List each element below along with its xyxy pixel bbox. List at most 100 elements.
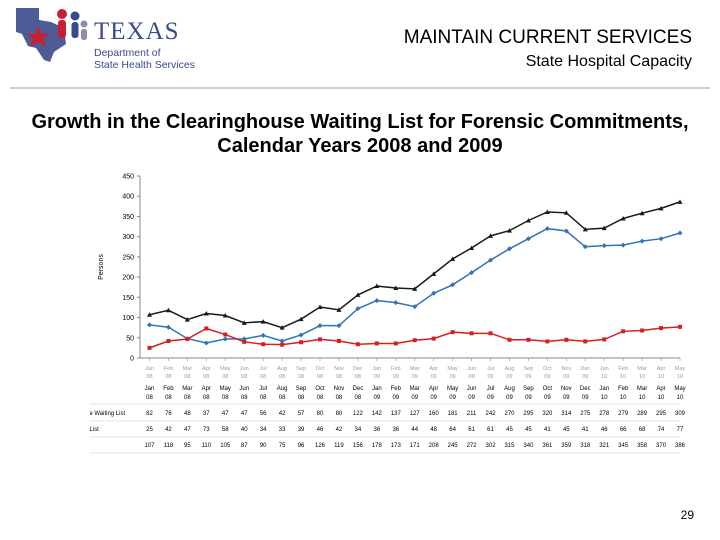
table-header-year: 09 <box>411 395 418 401</box>
x-tick-label-year: 08 <box>336 374 342 380</box>
table-header-year: 08 <box>146 395 153 401</box>
table-header-month: Feb <box>163 386 174 392</box>
data-point <box>299 340 304 345</box>
data-point <box>317 323 323 329</box>
table-cell: 34 <box>260 427 267 433</box>
table-cell: 119 <box>334 443 344 449</box>
data-point <box>280 342 285 347</box>
x-tick-label-month: Feb <box>164 366 173 372</box>
data-point <box>431 336 436 341</box>
table-cell: 80 <box>317 411 324 417</box>
table-cell: 76 <box>165 411 172 417</box>
table-cell: 44 <box>411 427 418 433</box>
x-tick-label-year: 10 <box>620 374 626 380</box>
y-tick-label: 300 <box>122 234 134 241</box>
table-header-month: Nov <box>334 386 345 392</box>
table-cell: 56 <box>260 411 267 417</box>
table-cell: 46 <box>317 427 324 433</box>
line-chart: Persons 0 50 100 150 200 250 300 350 400 450 Jan 08 F… <box>90 174 686 454</box>
data-point <box>393 285 399 291</box>
data-point <box>412 338 417 343</box>
table-header-month: Oct <box>543 386 553 392</box>
table-cell: 39 <box>298 427 305 433</box>
data-point <box>564 337 569 342</box>
table-cell: 295 <box>523 411 534 417</box>
page-number: 29 <box>680 508 694 522</box>
header-subtitle: State Hospital Capacity <box>525 53 692 70</box>
table-cell: 309 <box>675 411 686 417</box>
data-point <box>412 286 418 291</box>
data-point <box>279 338 285 344</box>
data-point <box>639 238 645 244</box>
data-point <box>393 341 398 346</box>
y-tick-label: 250 <box>122 254 134 261</box>
logo-services-line: State Health Services <box>94 59 195 71</box>
x-tick-label-month: Mar <box>637 366 647 372</box>
table-cell: 61 <box>487 427 494 433</box>
x-tick-label-month: Feb <box>391 366 400 372</box>
x-tick-label-year: 09 <box>544 374 550 380</box>
data-point <box>260 332 266 338</box>
data-point <box>602 337 607 342</box>
table-cell: 64 <box>449 427 456 433</box>
table-header-month: Mar <box>410 386 420 392</box>
table-cell: 126 <box>315 443 326 449</box>
table-cell: 33 <box>279 427 286 433</box>
data-point <box>165 324 171 330</box>
table-cell: 74 <box>658 427 665 433</box>
table-cell: 61 <box>468 427 475 433</box>
x-tick-label-month: Dec <box>353 366 363 372</box>
table-cell: 173 <box>391 443 402 449</box>
data-point <box>488 233 494 238</box>
table-cell: 340 <box>523 443 534 449</box>
table-cell: 278 <box>599 411 610 417</box>
data-point <box>393 300 399 306</box>
data-point <box>146 322 152 328</box>
data-point <box>488 257 494 263</box>
data-point <box>318 337 322 342</box>
data-point <box>469 245 475 250</box>
x-tick-label-year: 10 <box>639 374 645 380</box>
table-cell: 42 <box>336 427 343 433</box>
table-cell: 279 <box>618 411 629 417</box>
data-point <box>620 242 626 248</box>
x-tick-label-year: 08 <box>260 374 266 380</box>
x-tick-label-year: 09 <box>506 374 512 380</box>
x-tick-label-month: Jan <box>372 366 381 372</box>
data-point <box>317 304 323 310</box>
data-point <box>582 244 588 250</box>
table-cell: 68 <box>639 427 646 433</box>
y-tick-label: 0 <box>130 356 134 363</box>
x-tick-label-month: May <box>675 366 686 372</box>
table-cell: 80 <box>336 411 343 417</box>
data-point <box>374 298 380 304</box>
table-header-year: 08 <box>222 395 229 401</box>
table-header-month: Jul <box>259 386 267 392</box>
x-tick-label-month: Apr <box>202 366 211 372</box>
x-tick-label-year: 10 <box>601 374 607 380</box>
table-cell: 90 <box>260 443 267 449</box>
table-cell: 105 <box>220 443 231 449</box>
series-line-1 <box>149 227 681 344</box>
table-cell: 58 <box>222 427 229 433</box>
data-point <box>355 292 361 297</box>
data-point <box>204 326 209 331</box>
table-header-year: 09 <box>506 395 513 401</box>
table-header-month: Sep <box>296 386 307 392</box>
x-tick-label-month: Mar <box>410 366 420 372</box>
table-header-month: Aug <box>277 386 288 392</box>
table-cell: 42 <box>279 411 286 417</box>
table-cell: 345 <box>618 443 629 449</box>
x-tick-label-month: Dec <box>580 366 590 372</box>
x-tick-label-month: Jan <box>600 366 609 372</box>
table-cell: 36 <box>373 427 380 433</box>
x-tick-label-year: 08 <box>165 374 171 380</box>
table-header-year: 08 <box>298 395 305 401</box>
table-cell: 118 <box>164 443 174 449</box>
x-tick-label-year: 10 <box>677 374 683 380</box>
table-cell: 137 <box>391 411 402 417</box>
data-point <box>620 215 626 221</box>
x-tick-label-year: 09 <box>487 374 493 380</box>
table-cell: 73 <box>203 427 210 433</box>
y-tick-label: 400 <box>122 194 134 201</box>
